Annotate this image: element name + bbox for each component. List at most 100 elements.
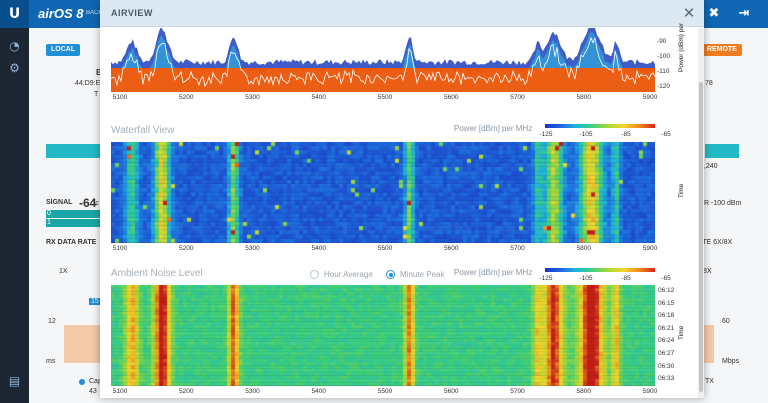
brand-name: airOS 8: [38, 6, 84, 21]
logout-icon[interactable]: ⇥: [738, 6, 750, 21]
waterfall-color-legend: [545, 124, 655, 128]
spectrum-svg: [111, 28, 655, 92]
signal-value: -64: [79, 196, 97, 210]
spectrum-plot: [111, 28, 655, 92]
spectrum-y-tick: -110: [657, 68, 670, 75]
remote-value: 78: [705, 80, 713, 87]
chain-1-bar: 1: [46, 219, 100, 227]
waterfall-x-tick: 5900: [642, 245, 658, 252]
ambient-legend-tick: -85: [621, 275, 631, 282]
waterfall-x-tick: 5800: [576, 245, 591, 252]
waterfall-x-tick: 5700: [510, 245, 525, 252]
waterfall-y-axis-title: Time: [678, 183, 685, 198]
spectrum-x-tick: 5800: [576, 94, 591, 101]
gears-icon[interactable]: ⚙: [9, 61, 20, 75]
device-initial: B: [96, 68, 102, 77]
status-bar-left: [46, 144, 100, 158]
waterfall-canvas: [111, 142, 655, 243]
spectrum-current-trace: [111, 36, 655, 88]
waterfall-x-tick: 5400: [311, 245, 326, 252]
spectrum-y-tick: -90: [657, 38, 667, 45]
airview-modal: AIRVIEW ✕ -90 -100 -110 -120 Power (dBm) pe…: [100, 0, 704, 398]
remote-badge: REMOTE: [702, 44, 742, 56]
latency-unit: ms: [46, 358, 56, 365]
throughput-max: 60: [722, 318, 730, 325]
legend-dot: [79, 379, 85, 385]
ambient-time-tick: 06:27: [658, 350, 675, 357]
ambient-time-tick: 06:18: [658, 312, 675, 320]
legend-tx: TX: [705, 378, 714, 385]
ambient-x-tick: 5200: [179, 388, 194, 395]
ambient-x-tick: 5500: [377, 388, 393, 395]
chain-0-bar: 0: [46, 210, 100, 218]
waterfall-plot: [111, 142, 655, 243]
latency-chart-fill: [64, 325, 100, 363]
spectrum-x-tick: 5700: [510, 94, 525, 101]
spectrum-x-tick: 5400: [311, 94, 326, 101]
local-badge: LOCAL: [46, 44, 81, 56]
waterfall-legend-tick: -65: [661, 131, 671, 138]
ambient-x-tick: 5800: [576, 388, 591, 395]
ambient-legend-label: Power [dBm] per MHz: [454, 268, 533, 277]
ambient-plot: [111, 285, 655, 386]
ambient-time-tick: 06:21: [658, 324, 675, 332]
spectrum-x-tick: 5900: [642, 94, 658, 101]
device-field: T: [94, 91, 99, 98]
chart-tab[interactable]: 15: [89, 298, 101, 305]
spectrum-x-tick: 5500: [377, 94, 393, 101]
spectrum-x-tick: 5300: [245, 94, 260, 101]
latency-max: 12: [48, 318, 56, 325]
sidebar: ◔ ⚙ ▤: [0, 28, 29, 403]
legend-capacity-value: 43: [89, 388, 97, 395]
waterfall-legend-tick: -125: [539, 131, 553, 138]
spectrum-y-axis-title: Power (dBm) per: [678, 22, 685, 72]
throughput-unit: Mbps: [722, 358, 740, 365]
modal-header: AIRVIEW ✕: [100, 0, 704, 27]
waterfall-legend-label: Power [dBm] per MHz: [454, 124, 533, 133]
waterfall-title: Waterfall View: [111, 125, 175, 136]
tools-icon[interactable]: ✖: [708, 6, 720, 21]
hour-average-label[interactable]: Hour Average: [324, 270, 373, 279]
log-icon[interactable]: ▤: [8, 374, 21, 388]
waterfall-x-tick: 5600: [444, 245, 459, 252]
ambient-time-tick: 06:33: [658, 375, 675, 383]
ambient-time-tick: 06:12: [658, 287, 675, 294]
signal-label: SIGNAL: [46, 199, 73, 206]
device-mac: 44:D9:E: [75, 80, 101, 87]
waterfall-x-tick: 5300: [245, 245, 260, 252]
hour-average-radio[interactable]: [310, 270, 319, 279]
brand-subtitle: BACK: [86, 10, 103, 16]
spectrum-x-tick: 5200: [179, 94, 194, 101]
ambient-canvas: [111, 285, 655, 386]
rx-mode-value: 1X: [59, 268, 68, 275]
remote-frequency: 5,240: [700, 163, 718, 170]
ambient-legend-tick: -105: [579, 275, 593, 282]
waterfall-x-tick: 5500: [377, 245, 393, 252]
gauge-icon[interactable]: ◔: [9, 39, 20, 53]
tx-mode-value: 8X: [703, 268, 712, 275]
ambient-time-tick: 06:24: [658, 337, 675, 345]
ambient-time-tick: 06:15: [658, 299, 675, 307]
ambient-x-tick: 5700: [510, 388, 525, 395]
ambient-x-tick: 5600: [444, 388, 459, 395]
spectrum-x-tick: 5600: [444, 94, 459, 101]
ambient-x-tick: 5300: [245, 388, 260, 395]
noise-floor-value: DR -100 dBm: [699, 200, 742, 207]
legend-capacity: Cap: [89, 378, 102, 385]
ambient-legend-tick: -65: [661, 275, 671, 282]
signal-unit: (c: [93, 200, 99, 207]
minute-peak-label[interactable]: Minute Peak: [400, 270, 445, 279]
ambient-x-tick: 5400: [311, 388, 326, 395]
tx-rate-label: RATE 6X/8X: [693, 239, 733, 246]
ubiquiti-logo-icon[interactable]: U: [0, 0, 29, 28]
waterfall-x-tick: 5200: [179, 245, 194, 252]
waterfall-legend-tick: -105: [579, 131, 593, 138]
status-bar-right: [705, 144, 739, 158]
ambient-time-tick: 06:30: [658, 362, 675, 370]
spectrum-x-tick: 5100: [112, 94, 128, 101]
scrollbar-thumb[interactable]: [699, 82, 703, 392]
close-icon[interactable]: ✕: [682, 4, 696, 22]
minute-peak-radio[interactable]: [386, 270, 395, 279]
rx-rate-label: RX DATA RATE: [46, 239, 97, 246]
waterfall-legend-tick: -85: [621, 131, 631, 138]
